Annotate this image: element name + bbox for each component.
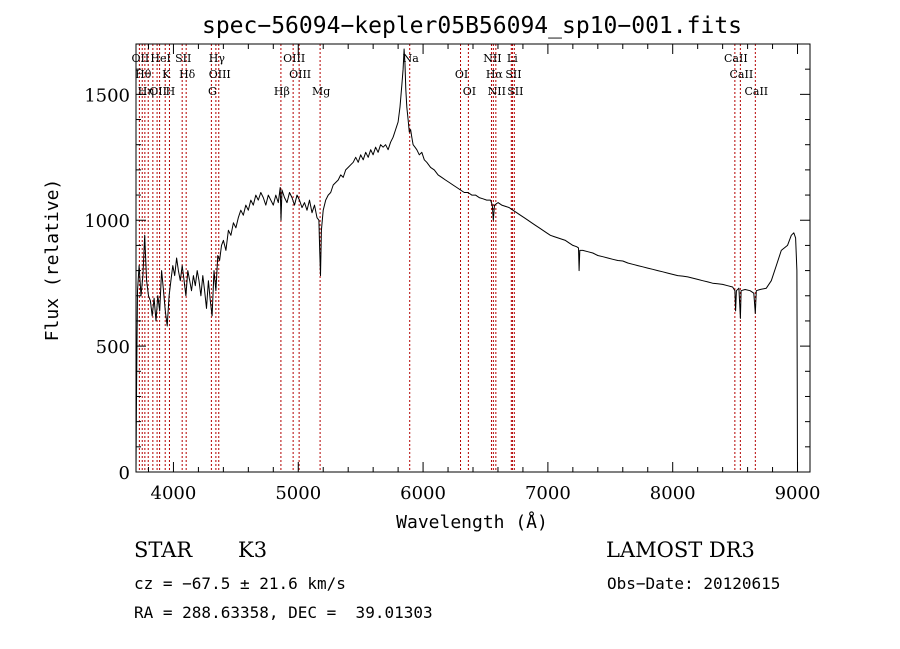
line-label-23: NII [488, 85, 506, 98]
spectrum-curve-layer [135, 48, 798, 473]
chart-title: spec−56094−kepler05B56094_sp10−001.fits [202, 13, 742, 39]
line-label-22: Hα [486, 68, 504, 81]
line-label-28: CaII [730, 68, 754, 81]
line-label-14: Hβ [274, 85, 290, 98]
line-label-25: SII [505, 68, 521, 81]
line-label-27: CaII [724, 52, 748, 65]
line-label-29: CaII [744, 85, 768, 98]
object-class: STAR [134, 538, 193, 562]
line-label-0: OII [132, 52, 150, 65]
y-tick-label-3: 1500 [84, 85, 130, 106]
spectral-line-markers [138, 44, 756, 472]
spectrum-series-0 [135, 48, 798, 473]
line-label-16: OIII [289, 68, 311, 81]
y-tick-label-2: 1000 [84, 211, 130, 232]
object-subclass: K3 [238, 538, 268, 562]
y-tick-label-0: 0 [119, 463, 130, 484]
line-label-13: OIII [209, 68, 231, 81]
line-label-10: Hδ [179, 68, 196, 81]
plot-frame [135, 43, 811, 473]
line-label-15: OIII [283, 52, 305, 65]
line-label-11: G [208, 85, 217, 98]
line-label-8: H [166, 85, 176, 98]
line-label-2: Hη [138, 85, 154, 98]
x-tick-label-5: 9000 [775, 483, 821, 504]
x-tick-label-4: 8000 [650, 483, 696, 504]
observation-date: Obs−Date: 20120615 [607, 574, 781, 593]
line-label-12: Hγ [209, 52, 226, 65]
x-tick-label-3: 7000 [525, 483, 571, 504]
redshift-velocity: cz = −67.5 ± 21.6 km/s [134, 574, 346, 593]
line-label-9: SII [175, 52, 191, 65]
survey-name: LAMOST DR3 [606, 538, 755, 562]
axis-ticks: 4000 5000 6000 7000 8000 9000 0 500 1000 1500 [84, 44, 820, 504]
y-tick-label-1: 500 [96, 337, 130, 358]
line-label-21: NII [483, 52, 501, 65]
line-label-6: HeI [150, 52, 170, 65]
line-label-18: Na [403, 52, 420, 65]
line-label-5: OII [149, 85, 167, 98]
x-tick-label-0: 4000 [151, 483, 197, 504]
line-label-24: Li [507, 52, 518, 65]
line-label-20: OI [463, 85, 476, 98]
line-label-7: K [162, 68, 171, 81]
line-label-1: Hθ [135, 68, 152, 81]
line-label-17: Mg [312, 85, 330, 98]
x-tick-label-2: 6000 [400, 483, 446, 504]
line-label-19: OI [455, 68, 468, 81]
coordinates: RA = 288.63358, DEC = 39.01303 [134, 603, 433, 622]
spectral-line-labels: OIIHθHηOIIHeIKHSIIHδGHγOIIIHβOIIIOIIIMgN… [132, 52, 769, 98]
x-axis-label: Wavelength (Å) [396, 511, 548, 533]
x-tick-label-1: 5000 [275, 483, 321, 504]
line-label-26: SII [507, 85, 523, 98]
y-axis-label: Flux (relative) [42, 179, 63, 342]
